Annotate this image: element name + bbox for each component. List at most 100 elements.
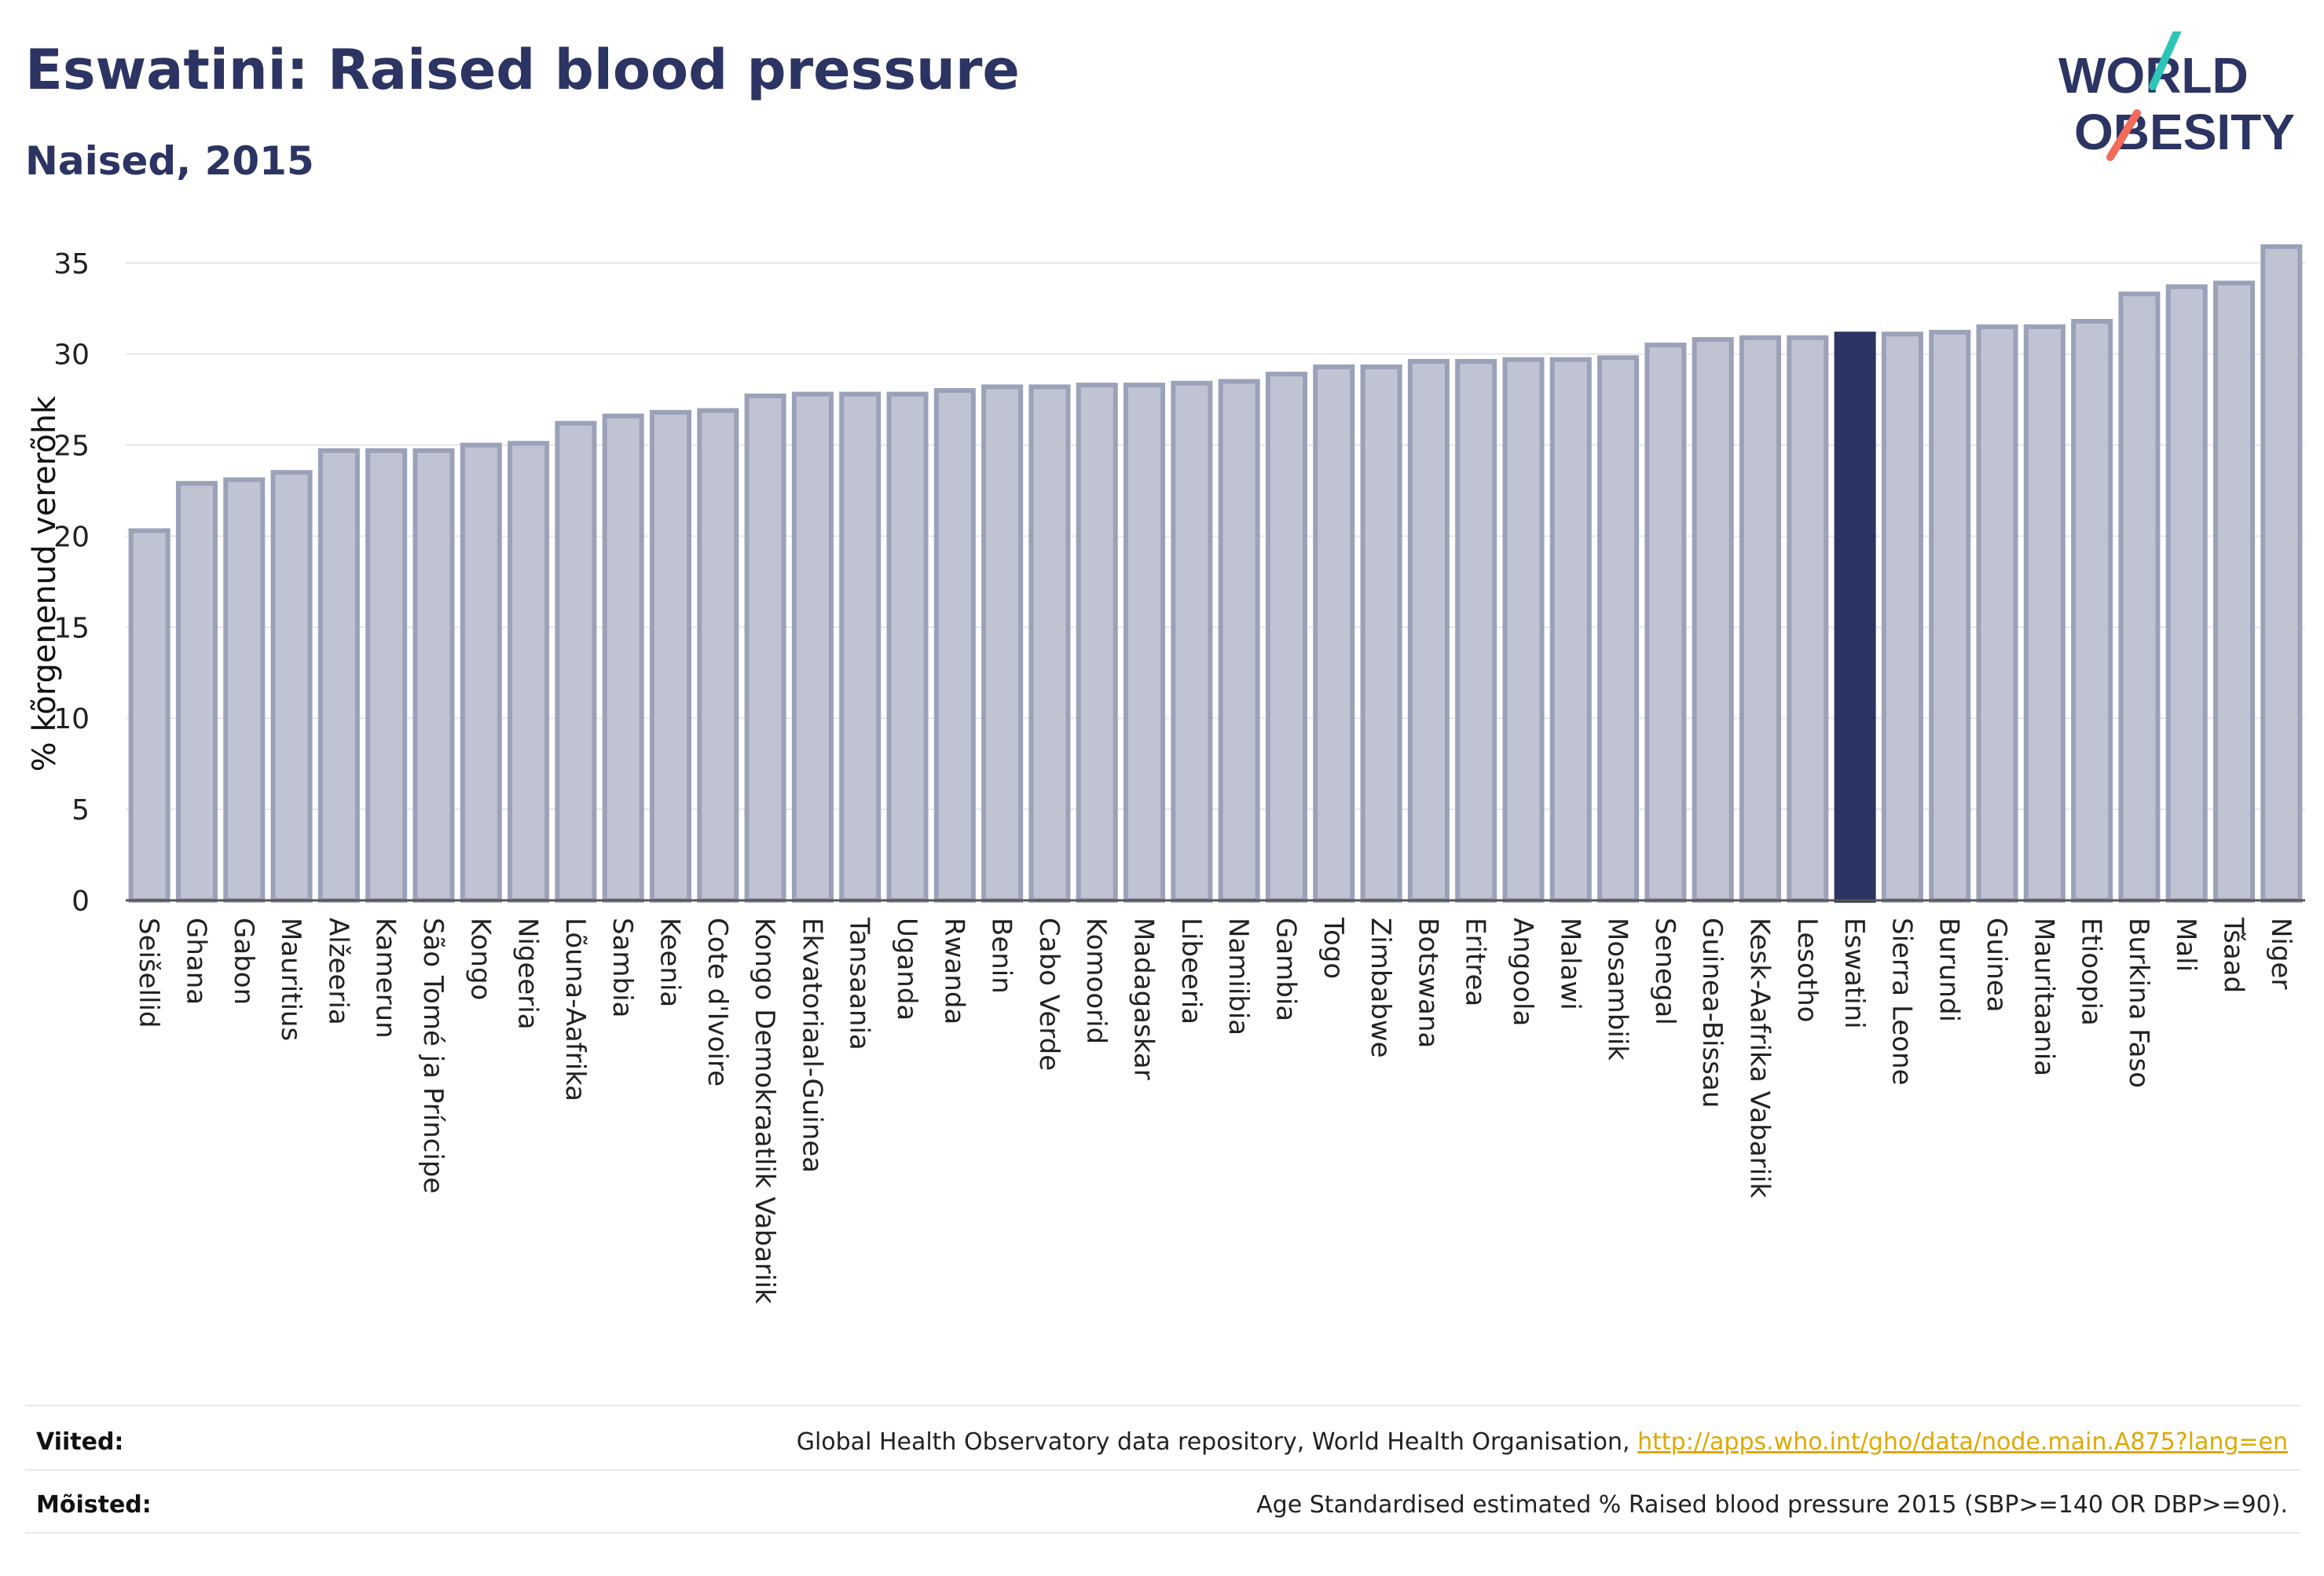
x-axis-labels: Seišellid Ghana Gabon Mauritius Alžeeria Kame… xyxy=(133,917,2297,1304)
bar xyxy=(365,448,408,903)
x-tick-label: Botswana xyxy=(1412,918,1443,1048)
bar xyxy=(2165,284,2208,903)
bar xyxy=(2260,244,2303,903)
bar xyxy=(1407,358,1450,903)
y-axis-ticks: 0 5 10 15 20 25 30 35 xyxy=(53,248,90,918)
x-tick-label: Rwanda xyxy=(938,918,970,1024)
bar xyxy=(270,470,313,903)
x-tick-label: Sierra Leone xyxy=(1886,918,1917,1085)
x-tick-label: Tansaania xyxy=(844,917,875,1050)
bar xyxy=(555,420,597,903)
y-tick-label: 35 xyxy=(53,248,90,280)
x-tick-label: Gambia xyxy=(1270,918,1301,1021)
y-tick-label: 25 xyxy=(53,431,90,463)
bar xyxy=(1976,324,2018,903)
chart-subtitle: Naised, 2015 xyxy=(25,138,314,184)
x-tick-label: Etioopia xyxy=(2076,918,2107,1026)
bar xyxy=(1455,358,1497,903)
bar xyxy=(1881,332,1923,903)
y-tick-label: 20 xyxy=(53,521,90,553)
footer-divider-middle xyxy=(25,1469,2300,1471)
y-tick-label: 15 xyxy=(53,612,90,644)
x-tick-label: Lõuna-Aafrika xyxy=(559,918,591,1101)
y-tick-label: 5 xyxy=(71,794,90,826)
bar xyxy=(649,409,692,903)
x-tick-label: Seišellid xyxy=(133,918,164,1028)
bar xyxy=(460,442,502,903)
bar xyxy=(1076,383,1118,903)
x-tick-label: Nigeeria xyxy=(512,918,544,1030)
x-tick-label: Kongo Demokraatlik Vabariik xyxy=(749,918,780,1304)
x-tick-label: Ghana xyxy=(180,918,211,1005)
x-tick-label: Uganda xyxy=(891,918,922,1021)
x-tick-label: Malawi xyxy=(1554,918,1585,1010)
x-tick-label: Eritrea xyxy=(1460,918,1491,1006)
x-tick-label: Sambia xyxy=(607,918,638,1017)
bar xyxy=(1124,383,1166,903)
x-tick-label: Burundi xyxy=(1934,918,1965,1022)
bar xyxy=(128,528,170,903)
bar xyxy=(1549,357,1592,903)
bar xyxy=(1218,379,1260,903)
x-tick-label: Cote d'Ivoire xyxy=(702,918,733,1087)
y-tick-label: 0 xyxy=(71,885,90,918)
bar xyxy=(2023,324,2066,903)
x-tick-label: Niger xyxy=(2265,918,2297,989)
bar xyxy=(1929,329,1971,903)
x-tick-label: Mali xyxy=(2170,918,2201,972)
footer-divider-bottom xyxy=(25,1532,2300,1534)
footer-divider-top xyxy=(25,1405,2300,1406)
x-tick-label: Togo xyxy=(1318,917,1349,979)
x-tick-label: Eswatini xyxy=(1838,918,1870,1029)
chart-title: Eswatini: Raised blood pressure xyxy=(25,38,1020,102)
bar xyxy=(412,448,455,903)
world-obesity-logo: WORLD OBESITY xyxy=(2058,31,2295,161)
bar xyxy=(1313,364,1355,903)
bar xyxy=(1597,355,1640,903)
x-tick-label: Mauritius xyxy=(275,918,306,1041)
x-tick-label: Libeeria xyxy=(1175,918,1207,1024)
bar xyxy=(981,384,1024,903)
bar xyxy=(886,391,929,903)
logo-slash-teal xyxy=(2149,31,2182,90)
x-tick-label: Kesk-Aafrika Vabariik xyxy=(1744,918,1776,1198)
bar xyxy=(839,391,882,903)
x-tick-label: Lesotho xyxy=(1791,918,1823,1022)
bar xyxy=(602,413,644,903)
x-tick-label: Guinea xyxy=(1981,918,2012,1013)
x-tick-label: Mauritaania xyxy=(2028,918,2059,1076)
references-link[interactable]: http://apps.who.int/gho/data/node.main.A… xyxy=(1637,1428,2288,1456)
bar xyxy=(1171,380,1213,903)
bar-highlighted xyxy=(1834,332,1876,903)
x-tick-label: Madagaskar xyxy=(1128,918,1160,1080)
x-tick-label: Benin xyxy=(986,918,1017,994)
y-tick-label: 30 xyxy=(53,339,90,372)
x-tick-label: Gabon xyxy=(228,918,259,1005)
bar xyxy=(1739,335,1782,903)
bar xyxy=(697,408,739,903)
x-tick-label: Mosambiik xyxy=(1602,918,1633,1061)
definitions-label: Mõisted: xyxy=(36,1491,152,1519)
bar xyxy=(175,481,218,903)
bar xyxy=(1360,364,1402,903)
x-tick-label: Tšaad xyxy=(2218,917,2249,993)
bar-chart: 0 5 10 15 20 25 30 35 Seišellid Ghana Gabon Maurit… xyxy=(27,244,2305,1304)
x-tick-label: Kongo xyxy=(464,918,496,1000)
y-axis-label: % kõrgenenud vererõhk xyxy=(27,395,63,772)
references-label: Viited: xyxy=(36,1428,124,1456)
references-source: Global Health Observatory data repositor… xyxy=(796,1428,1630,1456)
x-tick-label: Cabo Verde xyxy=(1033,918,1065,1071)
bar xyxy=(1028,384,1071,903)
y-tick-label: 10 xyxy=(53,703,90,735)
x-tick-label: Namiibia xyxy=(1222,918,1254,1035)
x-tick-label: São Tomé ja Príncipe xyxy=(417,918,449,1193)
bar xyxy=(744,393,786,903)
bar xyxy=(1644,343,1687,903)
x-tick-label: Burkina Faso xyxy=(2123,918,2154,1088)
x-tick-label: Keenia xyxy=(654,918,686,1007)
x-tick-label: Alžeeria xyxy=(322,918,354,1025)
x-tick-label: Guinea-Bissau xyxy=(1696,918,1728,1108)
x-tick-label: Angoola xyxy=(1507,918,1538,1026)
x-tick-label: Zimbabwe xyxy=(1365,918,1396,1058)
bar xyxy=(2071,318,2113,903)
